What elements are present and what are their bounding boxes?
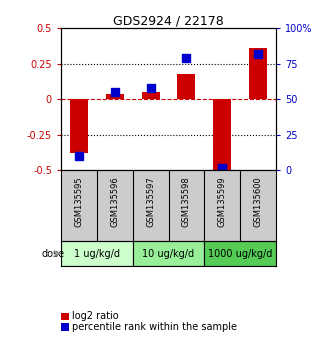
Bar <box>204 241 276 266</box>
Text: log2 ratio: log2 ratio <box>72 312 119 321</box>
Bar <box>106 94 124 99</box>
Text: 1 ug/kg/d: 1 ug/kg/d <box>74 249 120 259</box>
Text: GSM135598: GSM135598 <box>182 176 191 227</box>
Text: GSM135599: GSM135599 <box>218 176 227 227</box>
Text: GSM135597: GSM135597 <box>146 176 155 227</box>
Text: GSM135595: GSM135595 <box>74 176 83 227</box>
Bar <box>142 92 160 99</box>
Text: GSM135600: GSM135600 <box>254 176 263 227</box>
Text: 1000 ug/kg/d: 1000 ug/kg/d <box>208 249 273 259</box>
Text: 10 ug/kg/d: 10 ug/kg/d <box>143 249 195 259</box>
Point <box>112 90 117 95</box>
Title: GDS2924 / 22178: GDS2924 / 22178 <box>113 14 224 27</box>
Text: dose: dose <box>41 249 65 259</box>
Point <box>148 85 153 91</box>
Point <box>220 165 225 170</box>
Bar <box>178 74 195 99</box>
Text: GSM135596: GSM135596 <box>110 176 119 227</box>
Text: percentile rank within the sample: percentile rank within the sample <box>72 322 237 332</box>
Bar <box>249 48 267 99</box>
Bar <box>61 241 133 266</box>
Bar <box>133 241 204 266</box>
Point <box>256 51 261 57</box>
Point <box>76 153 82 159</box>
Bar <box>70 99 88 153</box>
Bar <box>213 99 231 173</box>
Point <box>184 55 189 61</box>
